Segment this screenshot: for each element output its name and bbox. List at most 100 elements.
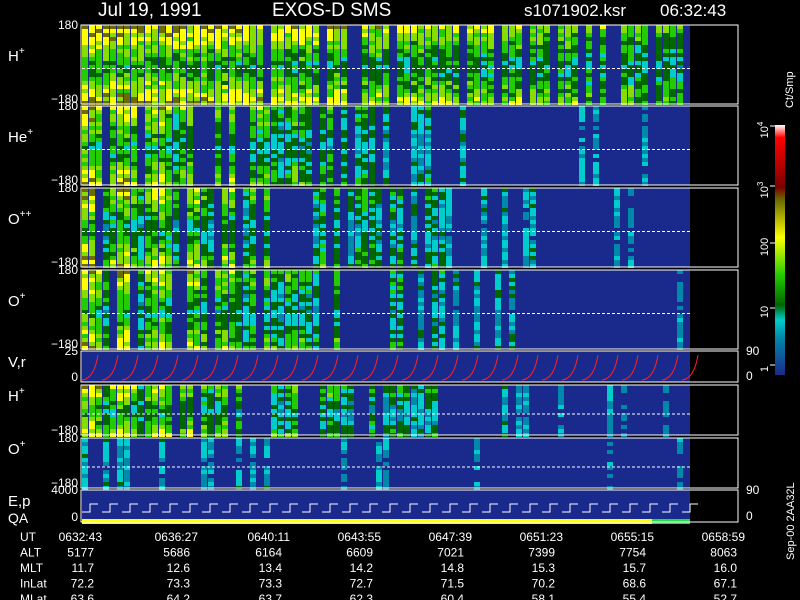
cell [166, 330, 172, 334]
cell [607, 462, 613, 466]
cell [495, 310, 501, 314]
cell [159, 25, 165, 29]
cell [327, 97, 333, 101]
cell [621, 49, 627, 53]
cell [103, 282, 109, 286]
cell [369, 49, 375, 53]
cell [621, 33, 627, 37]
cell [390, 212, 396, 216]
cell [432, 346, 438, 350]
cell [145, 73, 151, 77]
cell [159, 425, 165, 429]
cell [236, 326, 242, 330]
cell [243, 73, 249, 77]
cell [264, 310, 270, 314]
cell [334, 232, 340, 236]
cell [530, 45, 536, 49]
cell [327, 101, 333, 105]
cell [425, 130, 431, 134]
cell [208, 57, 214, 61]
cell [418, 89, 424, 93]
cell [124, 401, 130, 405]
cell [215, 33, 221, 37]
cell [124, 458, 130, 462]
cell [264, 232, 270, 236]
cell [131, 25, 137, 29]
cell [264, 286, 270, 290]
cell [418, 405, 424, 409]
cell [82, 470, 88, 474]
cell [152, 142, 158, 146]
cell [502, 397, 508, 401]
cell [523, 188, 529, 192]
cell [250, 57, 256, 61]
cell [418, 417, 424, 421]
label-text: E,p [8, 493, 31, 510]
cell [635, 85, 641, 89]
cell [327, 174, 333, 178]
cell [530, 208, 536, 212]
cell [194, 41, 200, 45]
cell [215, 37, 221, 41]
cell [159, 208, 165, 212]
cell [376, 81, 382, 85]
cell [355, 150, 361, 154]
cell [432, 204, 438, 208]
cell [222, 101, 228, 105]
cell [565, 37, 571, 41]
cell [411, 421, 417, 425]
cell [187, 393, 193, 397]
cell [264, 236, 270, 240]
cell [229, 130, 235, 134]
cell [327, 114, 333, 118]
cell [481, 25, 487, 29]
cell [208, 212, 214, 216]
cell [425, 208, 431, 212]
cell [481, 65, 487, 69]
cell [208, 101, 214, 105]
sawtooth [81, 354, 699, 381]
cell [530, 93, 536, 97]
cell [96, 57, 102, 61]
cell [320, 228, 326, 232]
cell [327, 33, 333, 37]
cell [208, 478, 214, 482]
cell [663, 45, 669, 49]
cell [124, 216, 130, 220]
cell [243, 314, 249, 318]
cell [481, 236, 487, 240]
cell [418, 330, 424, 334]
cell [187, 53, 193, 57]
cell [222, 196, 228, 200]
cell [82, 260, 88, 264]
cell [152, 37, 158, 41]
panel-bg [82, 188, 690, 267]
cell [173, 260, 179, 264]
cell [474, 318, 480, 322]
cell [250, 286, 256, 290]
cell [131, 73, 137, 77]
cell [89, 114, 95, 118]
cell [621, 89, 627, 93]
cell [236, 57, 242, 61]
cell [131, 393, 137, 397]
cell [411, 101, 417, 105]
cell [348, 413, 354, 417]
cell [103, 474, 109, 478]
cell [222, 338, 228, 342]
cell [264, 200, 270, 204]
cell [397, 204, 403, 208]
cell [502, 33, 508, 37]
cell [320, 232, 326, 236]
cell [341, 478, 347, 482]
cell [278, 49, 284, 53]
cell [299, 174, 305, 178]
cell [173, 188, 179, 192]
cell [677, 85, 683, 89]
cell [418, 29, 424, 33]
cell [439, 57, 445, 61]
cell [432, 85, 438, 89]
cell [103, 342, 109, 346]
cell [138, 252, 144, 256]
cell [159, 306, 165, 310]
